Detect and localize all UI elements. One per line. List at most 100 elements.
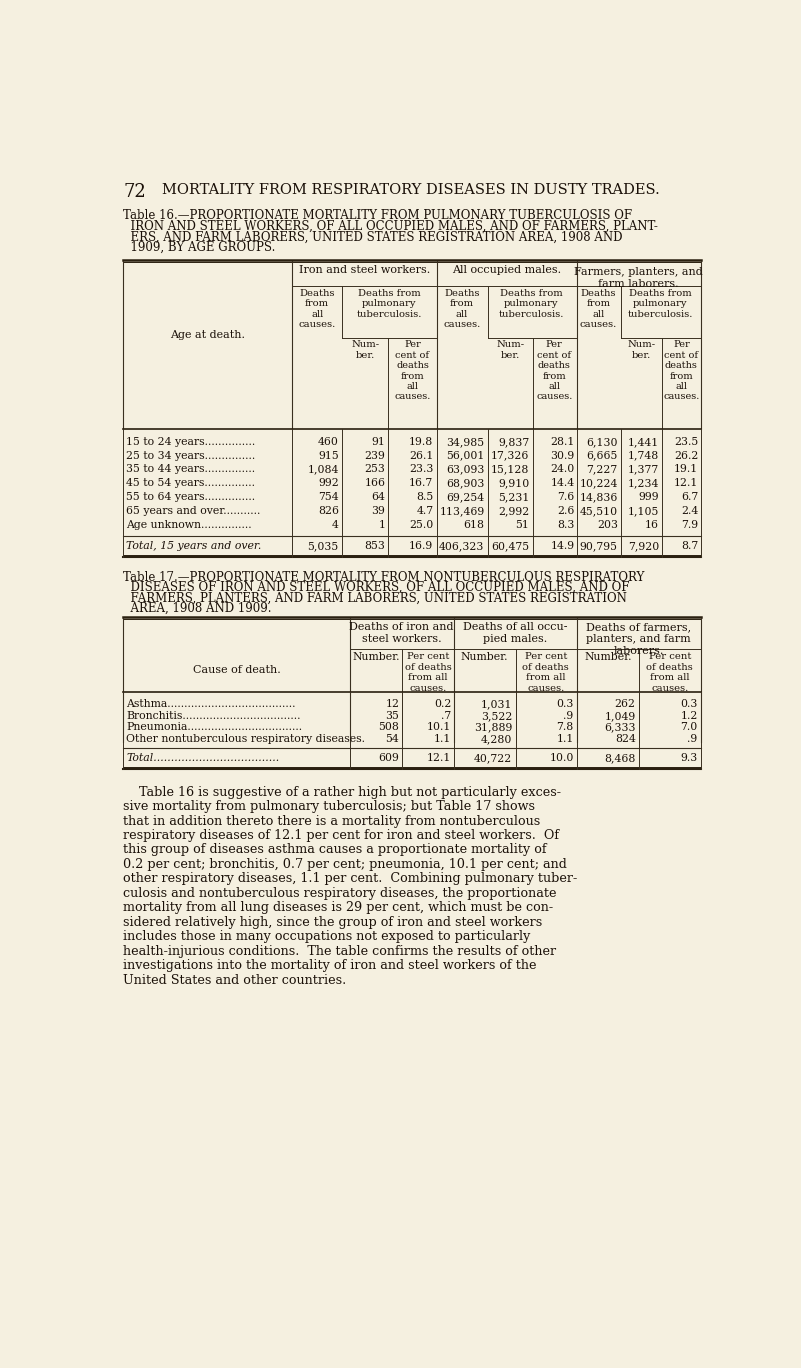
Text: Per
cent of
deaths
from
all
causes.: Per cent of deaths from all causes. [394, 341, 431, 401]
Text: 25.0: 25.0 [409, 520, 433, 529]
Text: 35: 35 [385, 711, 399, 721]
Text: health-injurious conditions.  The table confirms the results of other: health-injurious conditions. The table c… [123, 945, 557, 958]
Text: Deaths of all occu-
pied males.: Deaths of all occu- pied males. [463, 622, 568, 644]
Text: United States and other countries.: United States and other countries. [123, 974, 347, 986]
Text: Per cent
of deaths
from all
causes.: Per cent of deaths from all causes. [522, 653, 570, 692]
Text: 31,889: 31,889 [474, 722, 513, 732]
Text: respiratory diseases of 12.1 per cent for iron and steel workers.  Of: respiratory diseases of 12.1 per cent fo… [123, 829, 560, 841]
Text: 35 to 44 years...............: 35 to 44 years............... [127, 465, 256, 475]
Text: 51: 51 [516, 520, 529, 529]
Text: Number.: Number. [352, 653, 400, 662]
Text: 16.9: 16.9 [409, 542, 433, 551]
Text: 460: 460 [318, 436, 339, 447]
Text: 91: 91 [372, 436, 385, 447]
Text: 1,377: 1,377 [628, 465, 659, 475]
Text: Deaths
from
all
causes.: Deaths from all causes. [299, 289, 336, 330]
Text: Deaths from
pulmonary
tuberculosis.: Deaths from pulmonary tuberculosis. [356, 289, 422, 319]
Text: 6.7: 6.7 [681, 492, 698, 502]
Text: AREA, 1908 AND 1909.: AREA, 1908 AND 1909. [123, 602, 272, 614]
Text: .7: .7 [441, 711, 451, 721]
Text: Deaths of farmers,
planters, and farm
laborers.: Deaths of farmers, planters, and farm la… [586, 622, 691, 655]
Text: 16: 16 [645, 520, 659, 529]
Text: IRON AND STEEL WORKERS, OF ALL OCCUPIED MALES, AND OF FARMERS, PLANT-: IRON AND STEEL WORKERS, OF ALL OCCUPIED … [123, 220, 658, 233]
Text: 1.1: 1.1 [434, 735, 451, 744]
Text: 56,001: 56,001 [446, 450, 485, 461]
Text: 14.4: 14.4 [550, 479, 574, 488]
Text: includes those in many occupations not exposed to particularly: includes those in many occupations not e… [123, 930, 531, 944]
Text: 5,231: 5,231 [498, 492, 529, 502]
Text: Num-
ber.: Num- ber. [496, 341, 524, 360]
Text: 25 to 34 years...............: 25 to 34 years............... [127, 450, 256, 461]
Text: 1.2: 1.2 [680, 711, 698, 721]
Text: 1,441: 1,441 [628, 436, 659, 447]
Text: 12: 12 [385, 699, 399, 710]
Text: 6,333: 6,333 [604, 722, 636, 732]
Text: 7,920: 7,920 [628, 542, 659, 551]
Text: Deaths
from
all
causes.: Deaths from all causes. [580, 289, 617, 330]
Text: 72: 72 [123, 183, 146, 201]
Text: 1,748: 1,748 [628, 450, 659, 461]
Text: 90,795: 90,795 [580, 542, 618, 551]
Text: Num-
ber.: Num- ber. [351, 341, 379, 360]
Text: 253: 253 [364, 465, 385, 475]
Text: Total....................................: Total...................................… [127, 754, 280, 763]
Text: 9,837: 9,837 [498, 436, 529, 447]
Text: Bronchitis...................................: Bronchitis..............................… [127, 711, 301, 721]
Text: 508: 508 [378, 722, 399, 732]
Text: 9,910: 9,910 [498, 479, 529, 488]
Text: .9: .9 [563, 711, 574, 721]
Text: 7.0: 7.0 [680, 722, 698, 732]
Text: 26.1: 26.1 [409, 450, 433, 461]
Text: Deaths of iron and
steel workers.: Deaths of iron and steel workers. [349, 622, 454, 644]
Text: Per cent
of deaths
from all
causes.: Per cent of deaths from all causes. [405, 653, 451, 692]
Text: 0.2 per cent; bronchitis, 0.7 per cent; pneumonia, 10.1 per cent; and: 0.2 per cent; bronchitis, 0.7 per cent; … [123, 858, 567, 871]
Text: 14,836: 14,836 [579, 492, 618, 502]
Text: 826: 826 [318, 506, 339, 516]
Text: Table 16.—PROPORTIONATE MORTALITY FROM PULMONARY TUBERCULOSIS OF: Table 16.—PROPORTIONATE MORTALITY FROM P… [123, 209, 633, 222]
Text: 992: 992 [318, 479, 339, 488]
Text: 203: 203 [597, 520, 618, 529]
Text: 1,105: 1,105 [627, 506, 659, 516]
Text: that in addition thereto there is a mortality from nontuberculous: that in addition thereto there is a mort… [123, 814, 541, 828]
Text: 609: 609 [378, 754, 399, 763]
Text: Number.: Number. [461, 653, 509, 662]
Text: 30.9: 30.9 [550, 450, 574, 461]
Text: 2.6: 2.6 [557, 506, 574, 516]
Text: 6,665: 6,665 [586, 450, 618, 461]
Text: 23.3: 23.3 [409, 465, 433, 475]
Text: 28.1: 28.1 [550, 436, 574, 447]
Text: Age at death.: Age at death. [171, 331, 245, 341]
Text: Number.: Number. [584, 653, 631, 662]
Text: .9: .9 [687, 735, 698, 744]
Text: this group of diseases asthma causes a proportionate mortality of: this group of diseases asthma causes a p… [123, 844, 547, 856]
Text: 8,468: 8,468 [604, 754, 636, 763]
Text: Farmers, planters, and
farm laborers.: Farmers, planters, and farm laborers. [574, 267, 703, 289]
Text: 4,280: 4,280 [481, 735, 513, 744]
Text: Per cent
of deaths
from all
causes.: Per cent of deaths from all causes. [646, 653, 693, 692]
Text: 24.0: 24.0 [550, 465, 574, 475]
Text: 1,049: 1,049 [605, 711, 636, 721]
Text: 6,130: 6,130 [586, 436, 618, 447]
Text: Total, 15 years and over.: Total, 15 years and over. [127, 542, 262, 551]
Text: 0.2: 0.2 [434, 699, 451, 710]
Text: 63,093: 63,093 [446, 465, 485, 475]
Text: 1,234: 1,234 [627, 479, 659, 488]
Text: 54: 54 [385, 735, 399, 744]
Text: 1,084: 1,084 [308, 465, 339, 475]
Text: 12.1: 12.1 [427, 754, 451, 763]
Text: Per
cent of
deaths
from
all
causes.: Per cent of deaths from all causes. [536, 341, 573, 401]
Text: Table 17.—PROPORTIONATE MORTALITY FROM NONTUBERCULOUS RESPIRATORY: Table 17.—PROPORTIONATE MORTALITY FROM N… [123, 570, 645, 584]
Text: 1,031: 1,031 [481, 699, 513, 710]
Text: 113,469: 113,469 [439, 506, 485, 516]
Text: 999: 999 [638, 492, 659, 502]
Text: 17,326: 17,326 [491, 450, 529, 461]
Text: 7,227: 7,227 [586, 465, 618, 475]
Text: 2,992: 2,992 [498, 506, 529, 516]
Text: other respiratory diseases, 1.1 per cent.  Combining pulmonary tuber-: other respiratory diseases, 1.1 per cent… [123, 873, 578, 885]
Text: 60,475: 60,475 [491, 542, 529, 551]
Text: 26.2: 26.2 [674, 450, 698, 461]
Text: Table 16 is suggestive of a rather high but not particularly exces-: Table 16 is suggestive of a rather high … [123, 785, 562, 799]
Text: 1: 1 [378, 520, 385, 529]
Text: sive mortality from pulmonary tuberculosis; but Table 17 shows: sive mortality from pulmonary tuberculos… [123, 800, 535, 813]
Text: 45 to 54 years...............: 45 to 54 years............... [127, 479, 256, 488]
